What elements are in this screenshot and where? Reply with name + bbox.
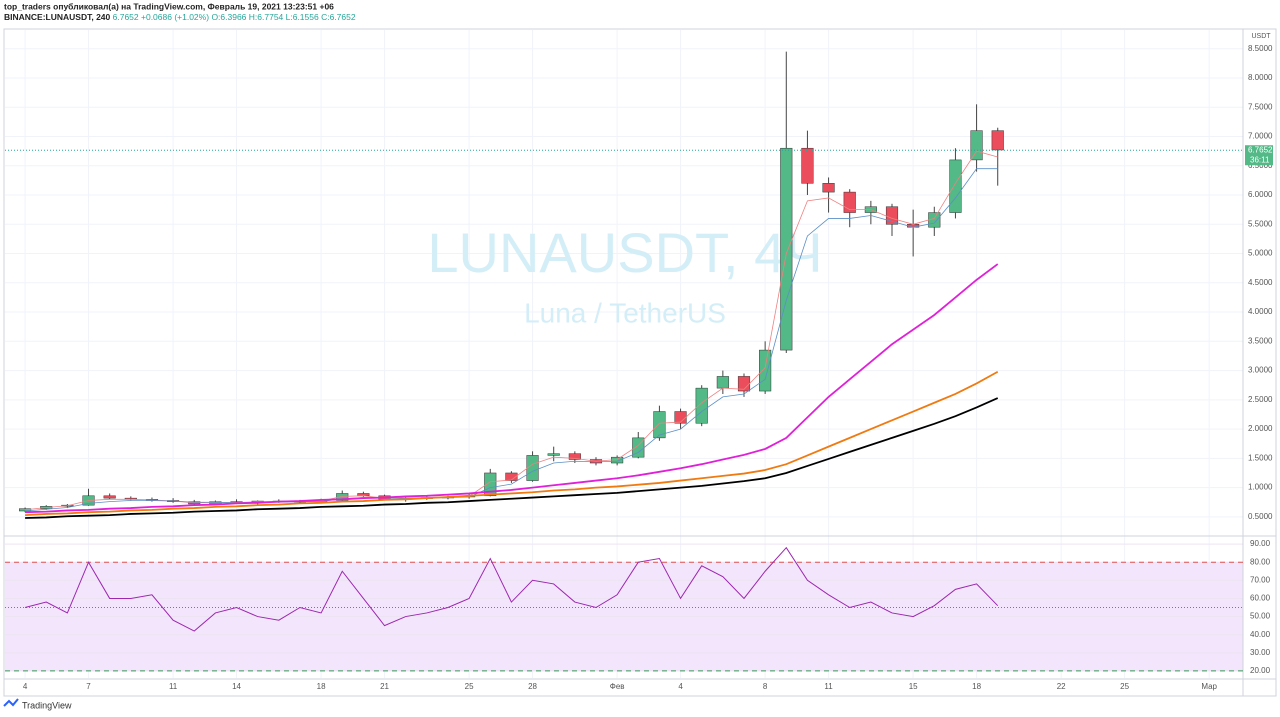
y-tick-label: 2.5000 [1248,395,1273,404]
candle-body [674,411,687,424]
y-tick-label: 6.0000 [1248,190,1273,199]
moving-average [25,168,998,512]
x-tick-label: 25 [1120,682,1129,691]
candle-body [336,493,349,501]
candle-body [801,147,814,184]
moving-average [25,397,999,519]
candle-body [653,411,666,439]
y-tick-label: 4.0000 [1248,307,1273,316]
y-tick-label: 7.5000 [1248,102,1273,111]
moving-average [25,370,999,517]
x-tick-label: 15 [909,682,918,691]
x-tick-label: 18 [972,682,981,691]
candle-body [780,147,793,351]
y-tick-label: 5.0000 [1248,249,1273,258]
symbol: BINANCE:LUNAUSDT, 240 [4,12,111,22]
last-price-label: 6.7652 [1248,145,1273,154]
moving-average [25,263,999,514]
logo-text: TradingView [22,700,72,710]
x-tick-label: 21 [380,682,389,691]
last-price-tag [1245,145,1273,166]
candle-body [526,455,539,481]
axis-unit: USDT [1251,33,1271,40]
y-tick-label: 1.5000 [1248,453,1273,462]
publisher: top_traders опубликовал(а) на TradingVie… [4,1,334,11]
quote: 6.7652 +0.0686 (+1.02%) [113,12,210,22]
candle-body [822,183,835,193]
x-tick-label: Мар [1201,682,1217,691]
candle-body [949,159,962,213]
rsi-line [24,546,999,632]
x-tick-label: 4 [23,682,28,691]
y-tick-label: 7.0000 [1248,132,1273,141]
y-tick-label: 90.00 [1250,539,1271,548]
candle-body [716,376,729,389]
candle-body [103,495,116,499]
watermark-title: LUNAUSDT, 4Ч [427,221,822,284]
candle-body [505,472,518,481]
x-tick-label: 4 [678,682,683,691]
symbol-line: BINANCE:LUNAUSDT, 240 6.7652 +0.0686 (+1… [4,12,356,22]
y-tick-label: 3.0000 [1248,366,1273,375]
x-tick-label: 8 [763,682,768,691]
candle-body [547,453,560,456]
candle-body [568,453,581,460]
y-tick-label: 70.00 [1250,575,1271,584]
background-layer [5,30,1243,678]
x-tick-label: 11 [824,682,833,691]
x-tick-label: 14 [232,682,241,691]
countdown: 36:11 [1250,155,1270,164]
x-tick-label: 11 [169,682,178,691]
y-tick-label: 6.5000 [1248,161,1273,170]
candle-body [991,130,1004,151]
y-tick-label: 60.00 [1250,594,1271,603]
candle-body [695,387,708,424]
y-tick-label: 8.0000 [1248,73,1273,82]
y-tick-label: 80.00 [1250,557,1271,566]
y-tick-label: 1.0000 [1248,483,1273,492]
x-tick-label: 28 [528,682,537,691]
y-tick-label: 2.0000 [1248,424,1273,433]
y-tick-label: 20.00 [1250,666,1271,675]
x-tick-label: 25 [465,682,474,691]
y-tick-label: 8.5000 [1248,44,1273,53]
y-tick-label: 0.5000 [1248,512,1273,521]
candle-body [484,472,497,497]
logo-icon [3,698,19,707]
candle-body [885,206,899,225]
watermark-subtitle: Luna / TetherUS [524,297,726,328]
y-tick-label: 50.00 [1250,612,1271,621]
y-tick-label: 5.5000 [1248,219,1273,228]
frame [3,28,1277,697]
y-tick-label: 30.00 [1250,648,1271,657]
y-tick-label: 4.5000 [1248,278,1273,287]
ohlc: O:6.3966 H:6.7754 L:6.1556 C:6.7652 [211,12,355,22]
y-tick-label: 40.00 [1250,630,1271,639]
candle-body [970,130,983,161]
candle-body [759,349,772,392]
candle-body [843,191,856,213]
x-tick-label: Фев [610,682,625,691]
x-tick-label: 7 [86,682,91,691]
y-tick-label: 3.5000 [1248,336,1273,345]
x-tick-label: 22 [1057,682,1066,691]
x-tick-label: 18 [317,682,326,691]
